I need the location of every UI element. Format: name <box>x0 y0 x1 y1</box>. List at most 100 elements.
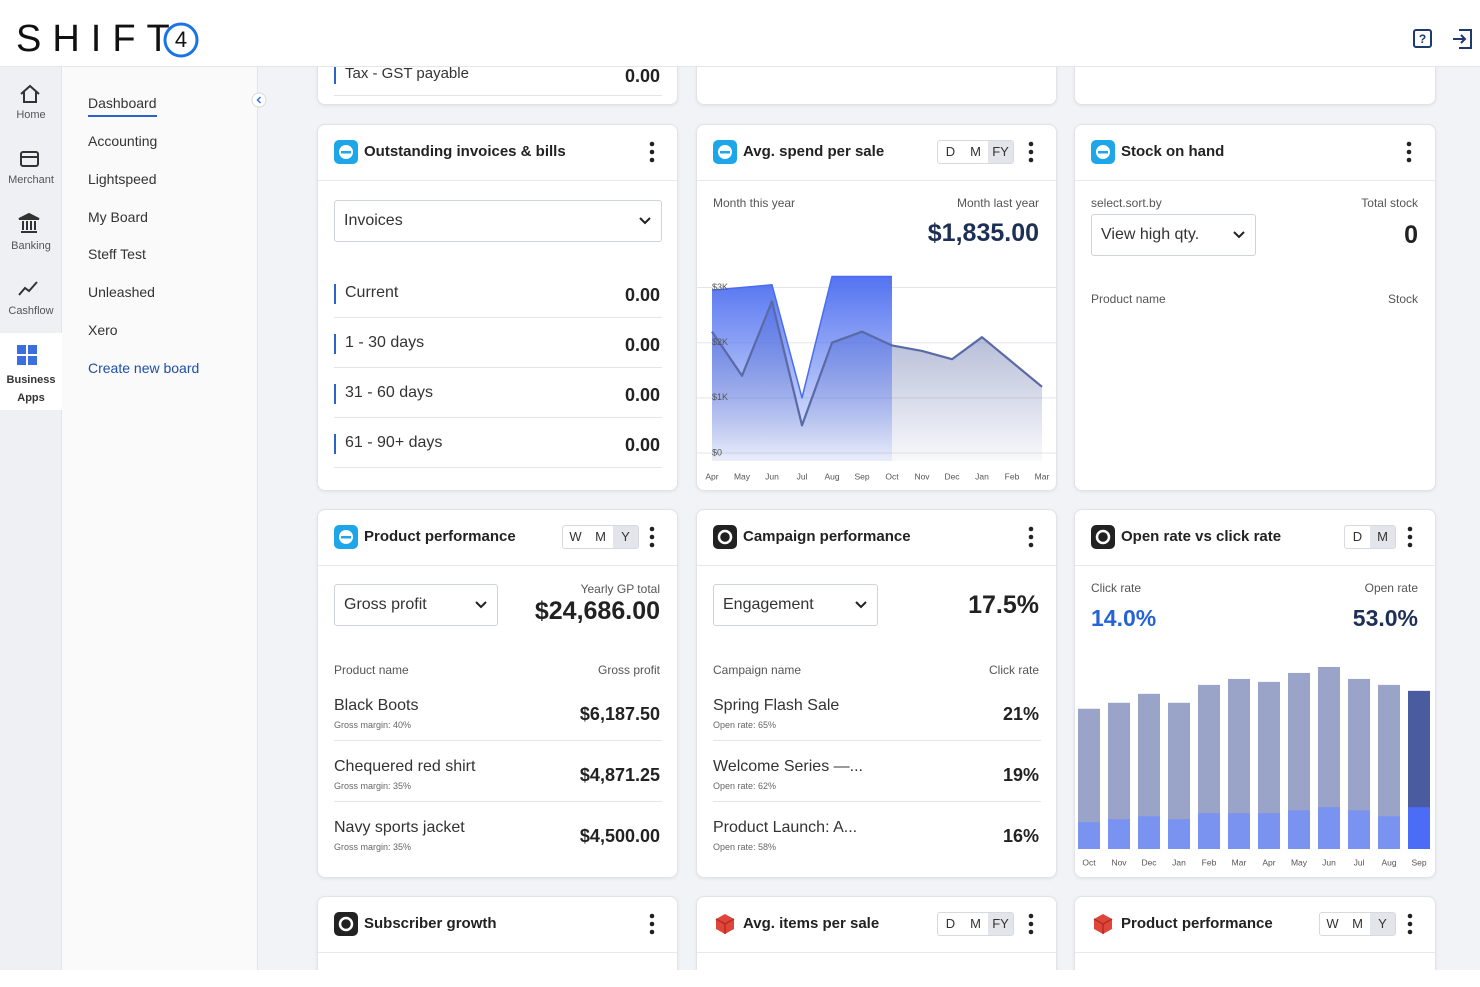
home-icon[interactable] <box>18 83 42 105</box>
app-icon <box>715 914 735 934</box>
menu-button[interactable] <box>1405 140 1413 164</box>
stock-card: Stock on hand select.sort.by Total stock… <box>1074 124 1436 491</box>
nav-label[interactable]: Cashflow <box>8 305 54 317</box>
row-name: Black Boots <box>334 697 419 714</box>
period-button[interactable]: Y <box>1370 913 1395 935</box>
x-tick-label: Jan <box>1172 857 1186 867</box>
x-tick-label: Sep <box>1411 857 1426 867</box>
dropdown[interactable]: Gross profit <box>334 584 498 626</box>
column-header: Product name <box>334 663 409 677</box>
menu-button[interactable] <box>648 525 656 549</box>
sidebar-link[interactable]: Lightspeed <box>88 171 157 187</box>
menu-button[interactable] <box>1027 140 1035 164</box>
field-label: Total stock <box>1361 196 1418 210</box>
menu-button[interactable] <box>1406 525 1414 549</box>
period-toggle: D M FY <box>937 912 1014 936</box>
metric-label: Yearly GP total <box>580 582 660 596</box>
period-button[interactable]: M <box>970 916 981 931</box>
help-icon[interactable]: ? <box>1412 28 1434 50</box>
card-title: Stock on hand <box>1121 143 1225 160</box>
banking-icon[interactable] <box>17 212 41 234</box>
period-button[interactable]: FY <box>988 141 1013 163</box>
row-value: 19% <box>1002 765 1039 785</box>
nav-label[interactable]: Business Apps <box>6 374 56 404</box>
divider <box>334 740 662 741</box>
sidebar-link[interactable]: Steff Test <box>88 246 146 262</box>
x-tick-label: Feb <box>1005 471 1020 481</box>
menu-button[interactable] <box>1027 525 1035 549</box>
row-name: Spring Flash Sale <box>713 697 840 714</box>
dropdown-value: View high qty. <box>1101 226 1200 243</box>
merchant-icon[interactable] <box>18 149 42 169</box>
x-tick-label: Oct <box>1082 857 1096 867</box>
period-button[interactable]: Y <box>613 526 638 548</box>
menu-button[interactable] <box>1406 912 1414 936</box>
row-value: 16% <box>1002 826 1039 846</box>
row-value: $4,871.25 <box>579 765 660 785</box>
card-title: Outstanding invoices & bills <box>364 143 566 160</box>
period-button[interactable]: M <box>1352 916 1363 931</box>
column-header: Product name <box>1091 292 1166 306</box>
metric-label: Month last year <box>956 196 1039 210</box>
sidebar-link[interactable]: Accounting <box>88 133 158 149</box>
nav-label[interactable]: Merchant <box>8 174 54 186</box>
bar <box>1318 666 1340 849</box>
sidebar-link[interactable]: Create new board <box>88 360 200 376</box>
icon-nav: Home Merchant Banking Cashflow Business … <box>0 67 62 970</box>
app-icon <box>334 912 358 936</box>
header-divider <box>318 180 677 181</box>
menu-button[interactable] <box>648 140 656 164</box>
row-value: 0.00 <box>624 66 660 86</box>
x-tick-label: Apr <box>1262 857 1275 867</box>
sidebar-link[interactable]: Unleashed <box>88 284 155 300</box>
x-tick-label: Oct <box>885 471 899 481</box>
area-fill <box>712 276 892 461</box>
period-button[interactable]: D <box>945 916 956 931</box>
card-title: Avg. spend per sale <box>743 143 885 160</box>
divider <box>334 417 662 418</box>
row-subtext: Open rate: 58% <box>713 842 777 852</box>
row-marker <box>334 434 336 454</box>
collapse-button[interactable] <box>251 92 267 108</box>
row-value: 0.00 <box>624 435 660 455</box>
x-tick-label: Jan <box>975 471 989 481</box>
y-tick-label: $1K <box>712 392 728 402</box>
sidebar-link[interactable]: My Board <box>88 209 148 225</box>
menu-button[interactable] <box>1027 912 1035 936</box>
period-button[interactable]: M <box>595 529 606 544</box>
period-button[interactable]: W <box>569 529 582 544</box>
menu-button[interactable] <box>648 912 656 936</box>
dropdown[interactable]: View high qty. <box>1091 214 1256 256</box>
y-tick-label: $3K <box>712 282 728 292</box>
bar <box>1228 678 1250 849</box>
period-button[interactable]: W <box>1326 916 1339 931</box>
period-button[interactable]: M <box>1370 526 1395 548</box>
header-divider <box>318 952 677 953</box>
avg-spend-card: Avg. spend per sale D M FY Month this year… <box>696 124 1057 491</box>
logout-icon[interactable] <box>1451 28 1475 50</box>
row-marker <box>334 384 336 404</box>
campaign-card: Campaign performance Engagement 17.5% Ca… <box>696 509 1057 878</box>
nav-label[interactable]: Banking <box>11 240 51 252</box>
period-button[interactable]: FY <box>988 913 1013 935</box>
sidebar-link[interactable]: Xero <box>88 322 118 338</box>
sidebar-link[interactable]: Dashboard <box>88 95 157 111</box>
period-button[interactable]: D <box>945 144 956 159</box>
nav-label[interactable]: Home <box>16 109 46 121</box>
apps-icon[interactable] <box>16 344 40 368</box>
cashflow-icon[interactable] <box>17 279 41 299</box>
bar <box>1168 819 1190 849</box>
outstanding-card: Outstanding invoices & bills Invoices Cu… <box>317 124 678 491</box>
period-button[interactable]: D <box>1352 529 1363 544</box>
period-button[interactable]: M <box>970 144 981 159</box>
bar <box>1348 810 1370 849</box>
dropdown[interactable]: Invoices <box>334 200 662 242</box>
dropdown[interactable]: Engagement <box>713 584 878 626</box>
bar <box>1198 684 1220 849</box>
column-header: Gross profit <box>597 663 660 677</box>
x-tick-label: Jun <box>765 471 779 481</box>
bar <box>1378 684 1400 849</box>
